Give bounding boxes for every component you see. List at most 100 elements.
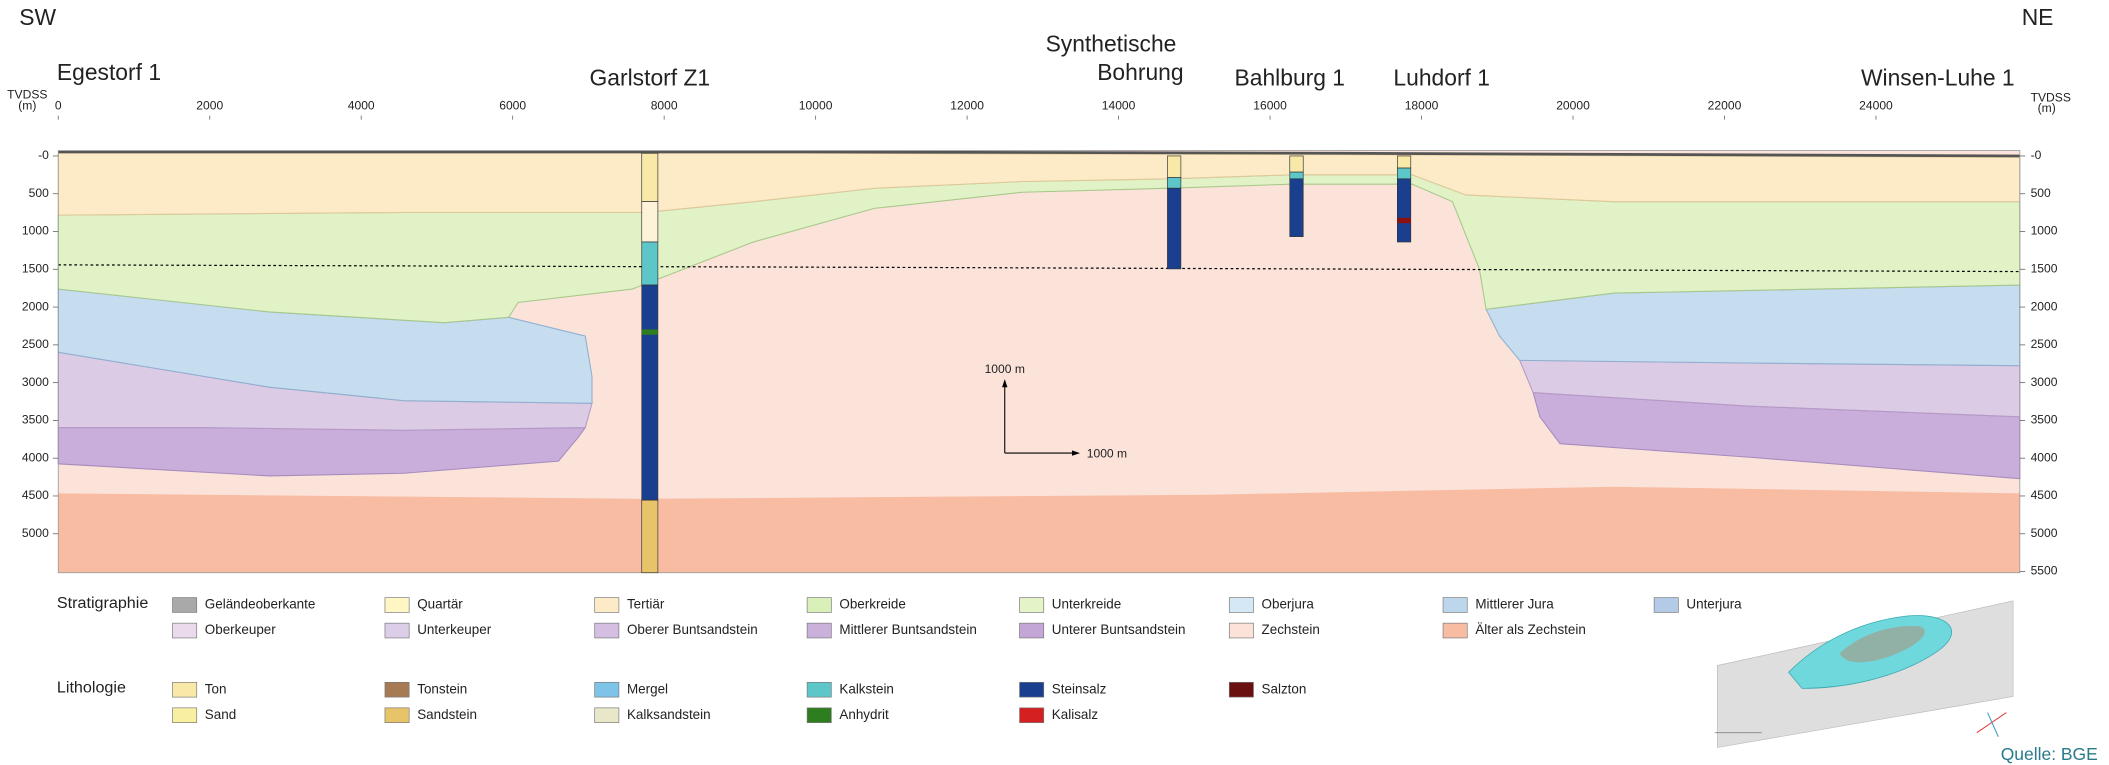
x-tick-label: 14000 — [1102, 98, 1136, 112]
well-label: Synthetische — [1046, 31, 1177, 57]
x-tick-label: 12000 — [950, 98, 984, 112]
arrow-head — [1071, 450, 1081, 456]
depth-tick-label: -0 — [38, 148, 49, 162]
depth-tick-label: 3000 — [2031, 375, 2058, 389]
legend-swatch — [594, 622, 620, 639]
depth-tick-label: 4500 — [22, 488, 49, 502]
legend-swatch — [1228, 681, 1254, 698]
x-tick-label: 2000 — [196, 98, 223, 112]
well-segment — [1289, 178, 1304, 237]
legend-label: Oberkeuper — [205, 622, 276, 637]
legend-swatch — [384, 622, 410, 639]
legend-label: Geländeoberkante — [205, 597, 316, 612]
legend-swatch — [806, 681, 832, 698]
source: Quelle: BGE — [2001, 744, 2098, 764]
wells — [641, 152, 1412, 574]
axis-unit: (m) — [2038, 101, 2056, 115]
inset-core — [1839, 626, 1925, 663]
legend-label: Kalksandstein — [627, 707, 711, 722]
legend-label: Anhydrit — [839, 707, 889, 722]
corner-label: SW — [19, 4, 56, 30]
legend-label: Kalkstein — [839, 681, 894, 696]
depth-tick-label: 5500 — [2031, 564, 2058, 578]
legend-label: Unterkreide — [1052, 597, 1121, 612]
x-tick-label: 4000 — [348, 98, 375, 112]
legend-swatch — [384, 707, 410, 723]
depth-tick-label: 4000 — [2031, 450, 2058, 464]
depth-tick-label: 3000 — [22, 375, 49, 389]
axis-unit: (m) — [18, 98, 36, 112]
well-segment — [1397, 178, 1412, 243]
legend-label: Ton — [205, 681, 227, 696]
x-tick-label: 24000 — [1859, 98, 1893, 112]
depth-tick-label: -0 — [2031, 148, 2042, 162]
x-tick-label: 8000 — [651, 98, 678, 112]
x-tick-label: 10000 — [799, 98, 833, 112]
legend-label: Mittlerer Buntsandstein — [839, 622, 976, 637]
section-frame — [57, 150, 2021, 574]
legend-swatch — [1019, 707, 1045, 723]
depth-tick-label: 3500 — [22, 413, 49, 427]
legend-title: Lithologie — [57, 679, 126, 697]
legend-swatch — [172, 681, 198, 698]
well-segment — [641, 201, 659, 243]
well-segment — [641, 284, 659, 501]
legend-swatch — [594, 681, 620, 698]
depth-tick-label: 2000 — [2031, 299, 2058, 313]
well-segment — [1167, 177, 1182, 189]
depth-tick-label: 1500 — [22, 261, 49, 275]
legend-label: Tertiär — [627, 597, 665, 612]
well-label: Bohrung — [1097, 59, 1183, 85]
legend-label: Oberjura — [1262, 597, 1315, 612]
well-segment — [1397, 167, 1412, 180]
well-segment — [1289, 171, 1304, 180]
depth-tick-label: 1000 — [2031, 224, 2058, 238]
scale-label: 1000 m — [1087, 447, 1127, 461]
arrow-head — [1002, 379, 1008, 388]
depth-tick-label: 1500 — [2031, 261, 2058, 275]
well-segment — [1289, 155, 1304, 173]
well-segment — [641, 329, 658, 335]
legend-label: Sandstein — [417, 707, 477, 722]
legend-swatch — [594, 597, 620, 613]
well-segment — [1397, 155, 1412, 169]
x-tick-label: 18000 — [1405, 98, 1439, 112]
inset-3d — [1714, 600, 2014, 748]
legend-label: Unterkeuper — [417, 622, 491, 637]
well-segment — [641, 152, 659, 203]
depth-tick-label: 2500 — [22, 337, 49, 351]
inset-compass — [1987, 712, 1999, 737]
depth-tick-label: 4000 — [22, 450, 49, 464]
legend-label: Oberkreide — [839, 597, 905, 612]
scale-bar: 1000 m 1000 m — [985, 362, 1128, 461]
legend-label: Salzton — [1262, 681, 1307, 696]
legend-swatch — [1228, 597, 1254, 613]
depth-tick-label: 2000 — [22, 299, 49, 313]
legend-label: Kalisalz — [1052, 707, 1099, 722]
x-tick-label: 22000 — [1708, 98, 1742, 112]
depth-tick-label: 3500 — [2031, 413, 2058, 427]
axis-unit: TVDSS — [7, 88, 47, 102]
legend-swatch — [806, 597, 832, 613]
depth-tick-label: 1000 — [22, 224, 49, 238]
depth-tick-label: 500 — [29, 186, 49, 200]
legend-swatch — [1019, 597, 1045, 613]
legend-swatch — [1019, 681, 1045, 698]
depth-tick-label: 500 — [2031, 186, 2051, 200]
legend-swatch — [384, 597, 410, 613]
well-label: Winsen-Luhe 1 — [1861, 64, 2015, 90]
legend-label: Mittlerer Jura — [1475, 597, 1554, 612]
legend-label: Oberer Buntsandstein — [627, 622, 758, 637]
legend-label: Zechstein — [1262, 622, 1320, 637]
well-segment — [641, 241, 659, 286]
legend-swatch — [1228, 622, 1254, 639]
legend-swatch — [172, 622, 198, 639]
scale-label: 1000 m — [985, 362, 1025, 376]
depth-tick-label: 4500 — [2031, 488, 2058, 502]
well-segment — [1167, 155, 1182, 178]
legend-label: Mergel — [627, 681, 668, 696]
legend-swatch — [1653, 597, 1679, 613]
well-segment — [1397, 217, 1411, 224]
well-label: Garlstorf Z1 — [590, 64, 711, 90]
